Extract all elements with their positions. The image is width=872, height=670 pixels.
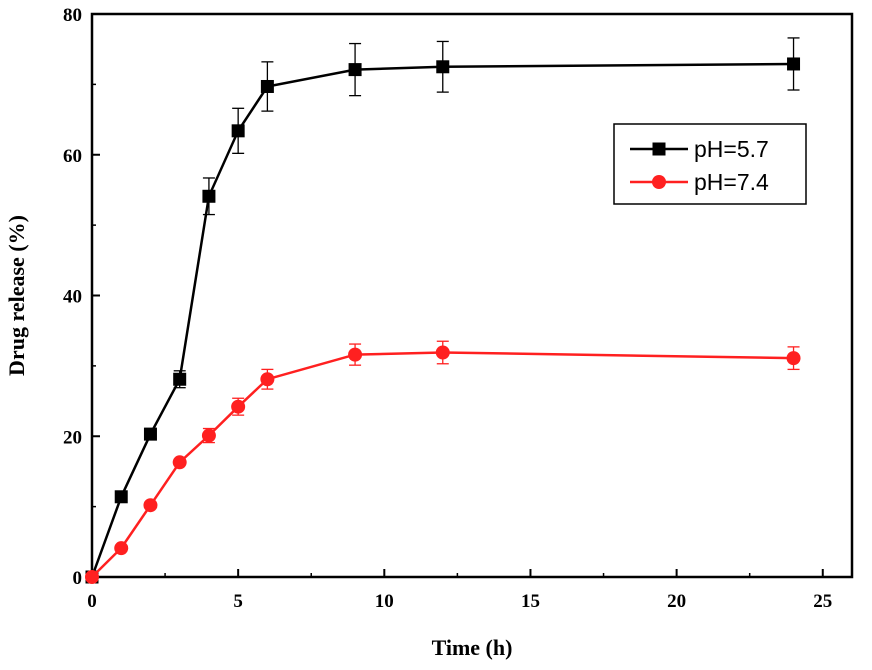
data-point: [173, 372, 187, 386]
x-tick-label: 25: [813, 591, 832, 612]
x-tick-label: 15: [521, 591, 540, 612]
legend: pH=5.7 pH=7.4: [613, 123, 807, 205]
y-tick-label: 0: [73, 568, 83, 589]
data-point: [202, 189, 216, 203]
data-point: [260, 372, 275, 387]
y-tick-label: 40: [63, 287, 82, 308]
series-1: [85, 37, 801, 584]
series-2: [85, 340, 801, 584]
plot-frame: [90, 12, 854, 579]
x-axis-title: Time (h): [432, 635, 513, 660]
data-point: [114, 490, 128, 504]
data-point: [348, 347, 363, 362]
data-point: [260, 79, 274, 93]
plot-border: [90, 12, 854, 579]
data-point: [172, 455, 187, 470]
data-point: [348, 63, 362, 77]
legend-label: pH=5.7: [694, 136, 769, 162]
tick-labels: 0 5 10 15 20 25 0 20 40 60 80: [63, 5, 832, 612]
series-line: [90, 62, 794, 578]
data-point: [143, 498, 158, 513]
y-axis-title: Drug release (%): [4, 215, 29, 376]
x-tick-label: 10: [375, 591, 394, 612]
legend-marker: [652, 175, 666, 189]
data-point: [231, 399, 246, 414]
series-layer: [85, 37, 801, 584]
data-point: [436, 60, 450, 74]
legend-box: [613, 123, 807, 205]
legend-label: pH=7.4: [694, 169, 769, 195]
legend-marker: [652, 142, 666, 156]
data-point: [435, 345, 450, 360]
axis-ticks: [91, 13, 824, 578]
x-tick-label: 20: [667, 591, 686, 612]
y-tick-label: 20: [63, 427, 82, 448]
x-tick-label: 0: [87, 591, 97, 612]
data-point: [201, 428, 216, 443]
data-point: [787, 57, 801, 71]
x-tick-label: 5: [233, 591, 243, 612]
data-point: [114, 541, 129, 556]
data-point: [143, 427, 157, 441]
y-tick-label: 60: [63, 146, 82, 167]
y-tick-label: 80: [63, 5, 82, 26]
data-point: [85, 570, 99, 584]
data-point: [231, 124, 245, 138]
data-point: [786, 351, 801, 366]
series-line: [91, 351, 794, 578]
